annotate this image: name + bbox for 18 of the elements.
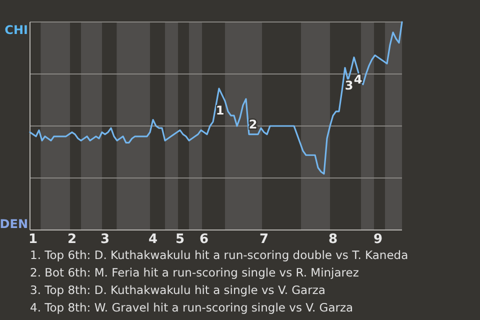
x-tick-label: 7 [259, 232, 269, 247]
annotation: 3 [344, 78, 354, 92]
text: 4. Top 8th: W. Gravel hit a run-scoring single vs V. Garza [30, 300, 354, 314]
x-tick-label: 8 [328, 232, 338, 247]
text: DEN [0, 217, 28, 231]
annotation: 2 [248, 117, 258, 132]
x-tick-label: 1 [28, 232, 38, 247]
text: 3. Top 8th: D. Kuthakwakulu hit a single vs V. Garza [30, 283, 326, 297]
x-tick-label: 5 [175, 232, 185, 247]
x-tick-label: 9 [373, 232, 383, 247]
text: 1. Top 6th: D. Kuthakwakulu hit a run-scoring double vs T. Kaneda [30, 248, 408, 262]
annotation: 1 [216, 103, 224, 118]
x-tick-label: 4 [148, 232, 158, 247]
text: CHI [4, 23, 28, 37]
text: 2. Bot 6th: M. Feria hit a run-scoring single vs R. Minjarez [30, 266, 359, 280]
x-tick-label: 3 [100, 232, 110, 247]
x-tick-label: 2 [67, 232, 77, 247]
x-tick-label: 6 [199, 232, 209, 247]
